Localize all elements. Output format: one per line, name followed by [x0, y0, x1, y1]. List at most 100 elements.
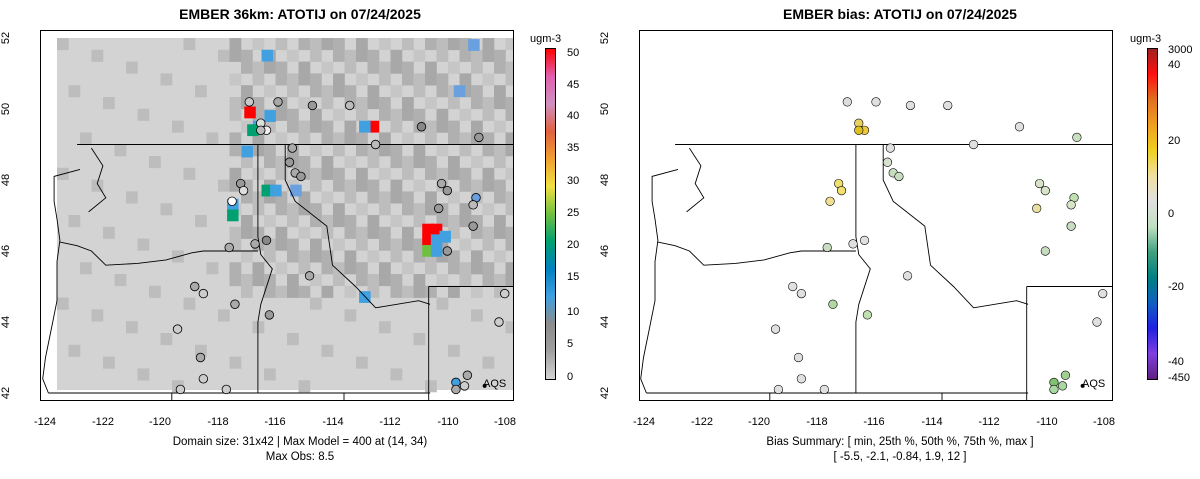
model-cell	[57, 297, 69, 310]
model-cell	[471, 49, 483, 62]
colorbar-unit: ugm-3	[1130, 33, 1162, 45]
model-cell	[379, 38, 391, 51]
bias-summary-caption: Bias Summary: [ min, 25th %, 50th %, 75t…	[766, 436, 1034, 448]
model-cell	[229, 167, 242, 180]
model-cell	[436, 120, 449, 133]
model-cell	[459, 203, 472, 216]
lon-tick-122: -122	[690, 416, 714, 428]
model-cell	[425, 73, 437, 86]
model-cell	[206, 262, 219, 275]
model-cell	[390, 285, 403, 298]
model-cell	[448, 97, 460, 110]
model-cell	[333, 179, 345, 192]
model-cell	[298, 262, 311, 275]
boundary-line	[657, 241, 856, 266]
model-cell	[379, 73, 391, 86]
model-cell	[298, 203, 311, 216]
model-cell	[137, 368, 150, 381]
model-cell	[287, 73, 299, 86]
model-cell	[448, 120, 460, 133]
lat-tick-52: 52	[599, 31, 611, 45]
lat-tick-50: 50	[599, 102, 611, 116]
model-cell	[390, 274, 403, 287]
model-cell	[390, 144, 403, 157]
model-cell	[436, 49, 449, 62]
bias-station-marker	[1040, 246, 1050, 256]
boundary-line	[855, 144, 871, 393]
aqs-station-marker	[172, 324, 183, 334]
lon-tick-112: -112	[379, 416, 401, 428]
model-cell	[356, 356, 368, 369]
model-cell	[321, 38, 334, 51]
bias-station-marker	[770, 324, 781, 334]
model-cell	[425, 380, 437, 393]
model-cell	[356, 226, 368, 239]
model-cell	[505, 132, 513, 145]
colorbar-label-40: 40	[567, 110, 580, 122]
hotspot-cell	[439, 230, 451, 243]
model-cell	[344, 215, 357, 228]
aqs-station-marker	[175, 384, 186, 395]
map-canvas	[640, 97, 1112, 400]
model-cell	[471, 85, 483, 98]
model-cell	[494, 215, 506, 228]
model-cell	[252, 226, 265, 239]
model-cell	[241, 85, 253, 98]
lon-tick-116: -116	[264, 416, 286, 428]
model-cell	[310, 38, 322, 51]
model-cell	[494, 97, 506, 110]
model-cell	[413, 285, 426, 298]
bias-station-marker	[1049, 384, 1059, 395]
model-cell	[425, 191, 437, 204]
lat-tick-48: 48	[0, 173, 12, 187]
model-cell	[333, 85, 345, 98]
model-concentration-panel: EMBER 36km: ATOTIJ on 07/24/2025 52 50 4…	[0, 6, 580, 463]
model-cell	[80, 132, 92, 145]
model-grid	[57, 38, 513, 393]
model-cell	[287, 120, 299, 133]
model-cell	[425, 132, 437, 145]
aqs-station-marker	[296, 171, 306, 182]
model-cell	[402, 73, 414, 86]
model-cell	[344, 226, 357, 239]
model-cell	[413, 238, 426, 251]
model-cell	[459, 73, 472, 86]
hotspot-cell	[264, 110, 276, 122]
model-cell	[344, 49, 357, 62]
bias-panel: EMBER bias: ATOTIJ on 07/24/2025 52 50 4…	[599, 0, 1200, 479]
model-cell	[448, 156, 460, 169]
model-cell	[379, 167, 391, 180]
model-cell	[436, 73, 449, 86]
hotspot-cell	[367, 120, 380, 133]
model-cell	[287, 49, 299, 62]
model-cell	[367, 49, 380, 62]
model-cell	[333, 108, 345, 121]
model-cell	[379, 262, 391, 275]
model-cell	[459, 238, 472, 251]
model-cell	[252, 132, 265, 145]
hotspot-cell	[241, 145, 253, 158]
model-cell	[390, 191, 403, 204]
aqs-station-marker	[261, 235, 272, 246]
model-cell	[494, 191, 506, 204]
lat-tick-44: 44	[0, 315, 12, 329]
model-cell	[482, 38, 495, 51]
model-cell	[241, 120, 253, 133]
bias-station-marker	[796, 289, 806, 299]
model-cell	[68, 344, 81, 357]
model-cell	[252, 38, 265, 51]
hotspot-cell	[453, 85, 466, 98]
model-cell	[471, 226, 483, 239]
model-cell	[160, 203, 173, 216]
model-cell	[413, 73, 426, 86]
model-cell	[356, 274, 368, 287]
aqs-station-marker	[198, 374, 209, 384]
colorbar-label-35: 35	[567, 142, 580, 154]
model-cell	[275, 262, 288, 275]
model-cell	[91, 179, 104, 192]
model-cell	[402, 61, 414, 74]
lat-tick-46: 46	[599, 244, 611, 258]
bias-station-marker	[854, 125, 864, 135]
bias-station-marker	[1040, 186, 1050, 196]
bias-station-marker	[788, 281, 798, 292]
